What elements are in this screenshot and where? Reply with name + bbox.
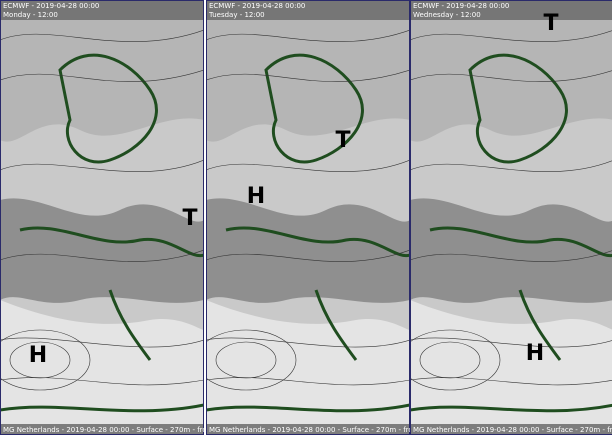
model-run: ECMWF - 2019-04-28 00:00 — [209, 2, 305, 10]
map-background — [0, 0, 204, 435]
model-run: ECMWF - 2019-04-28 00:00 — [413, 2, 509, 10]
pressure-center: H — [247, 184, 265, 209]
pressure-center: H — [526, 341, 544, 366]
footer: MG Netherlands - 2019-04-28 00:00 - Surf… — [209, 426, 436, 434]
pressure-center: T — [543, 11, 558, 36]
pressure-center: T — [335, 128, 350, 153]
map-background — [410, 0, 612, 435]
pressure-center: H — [29, 343, 47, 368]
map-background — [206, 0, 410, 435]
footer: MG Netherlands - 2019-04-28 00:00 - Surf… — [413, 426, 612, 434]
forecast-time: Monday - 12:00 — [3, 11, 58, 19]
footer: MG Netherlands - 2019-04-28 00:00 - Surf… — [3, 426, 230, 434]
pressure-center: T — [182, 206, 197, 231]
forecast-time: Wednesday - 12:00 — [413, 11, 481, 19]
model-run: ECMWF - 2019-04-28 00:00 — [3, 2, 99, 10]
forecast-time: Tuesday - 12:00 — [208, 11, 265, 19]
